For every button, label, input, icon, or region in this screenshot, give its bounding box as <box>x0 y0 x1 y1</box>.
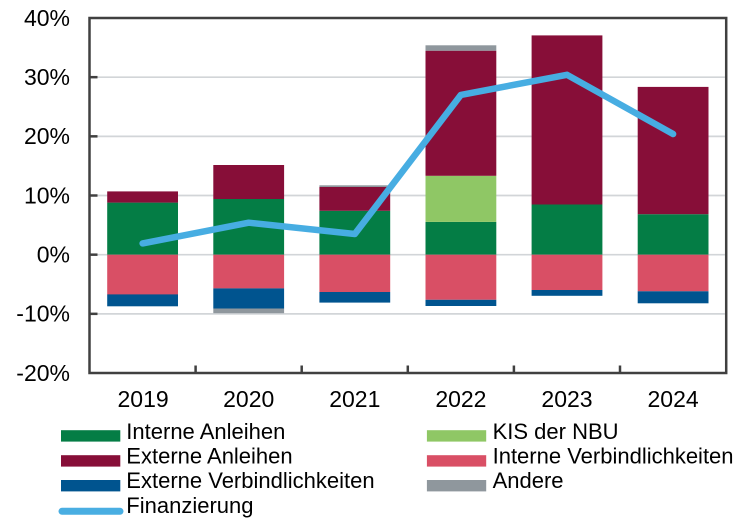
svg-text:Externe Verbindlichkeiten: Externe Verbindlichkeiten <box>126 468 374 493</box>
svg-text:2024: 2024 <box>648 386 699 412</box>
svg-text:2019: 2019 <box>118 386 169 412</box>
svg-text:2021: 2021 <box>329 386 380 412</box>
svg-text:10%: 10% <box>24 182 70 208</box>
svg-text:2023: 2023 <box>541 386 592 412</box>
svg-text:Interne Verbindlichkeiten: Interne Verbindlichkeiten <box>493 443 734 468</box>
svg-text:-10%: -10% <box>16 301 70 327</box>
svg-text:30%: 30% <box>24 64 70 90</box>
svg-text:KIS der NBU: KIS der NBU <box>493 419 619 444</box>
svg-text:20%: 20% <box>24 123 70 149</box>
svg-text:Externe Anleihen: Externe Anleihen <box>126 443 292 468</box>
svg-text:-20%: -20% <box>16 360 70 386</box>
svg-text:Andere: Andere <box>493 468 564 493</box>
svg-text:Finanzierung: Finanzierung <box>126 493 253 518</box>
svg-text:40%: 40% <box>24 5 70 31</box>
svg-text:0%: 0% <box>37 242 70 268</box>
svg-text:Interne Anleihen: Interne Anleihen <box>126 419 285 444</box>
svg-text:2020: 2020 <box>223 386 274 412</box>
svg-text:2022: 2022 <box>435 386 486 412</box>
